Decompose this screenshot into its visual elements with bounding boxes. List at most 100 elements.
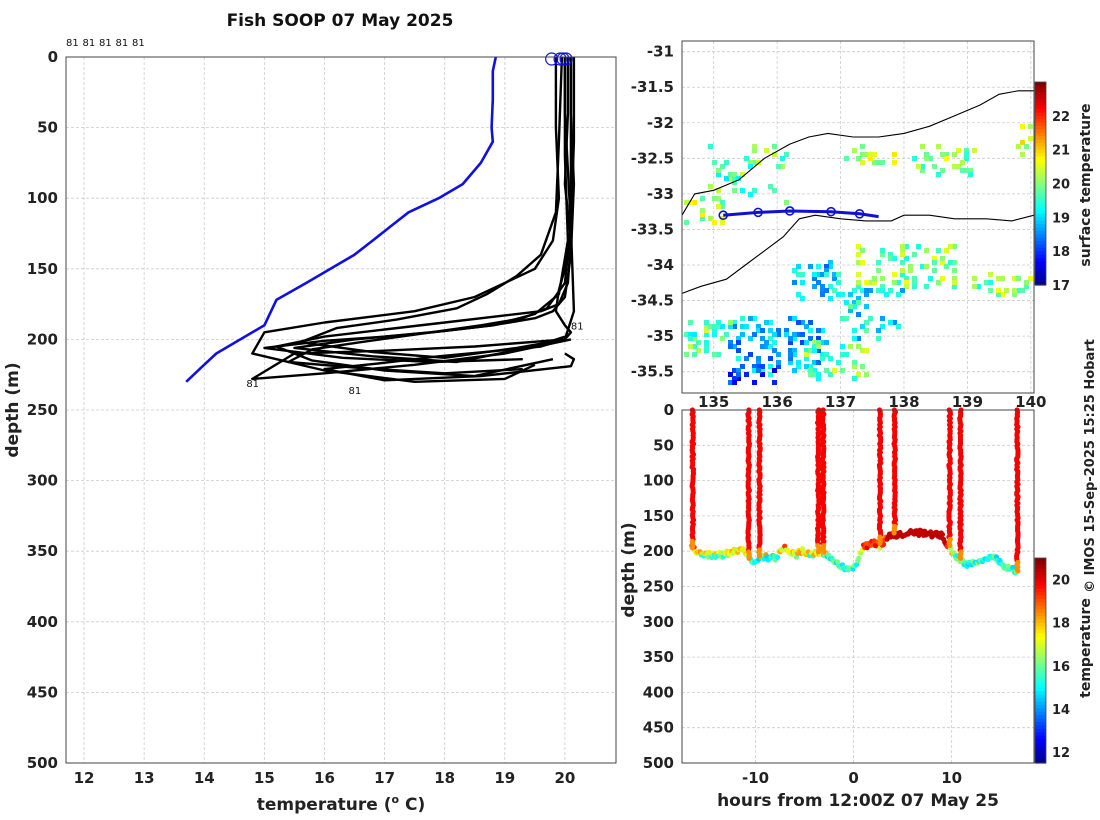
sst-pixel [808,372,813,377]
sst-pixel [712,160,717,165]
colorbar-segment [1035,264,1046,269]
sst-pixel [852,328,857,333]
sst-pixel [888,320,893,325]
sst-pixel [972,284,977,289]
sst-pixel [736,348,741,353]
sst-pixel [912,280,917,285]
colorbar-segment [1035,281,1046,286]
sst-pixel [812,340,817,345]
sst-pixel [736,336,741,341]
sst-pixel [896,280,901,285]
section-x-tick-label: 0 [848,769,858,787]
colorbar-segment [1035,704,1046,709]
colorbar-segment [1035,102,1046,107]
colorbar-segment [1035,210,1046,215]
sst-pixel [796,320,801,325]
colorbar-segment [1035,595,1046,600]
sst-pixel [720,336,725,341]
section-y-tick-label: 450 [643,719,674,737]
sst-pixel [704,344,709,349]
sst-pixel [820,292,825,297]
sst-pixel [732,368,737,373]
x-tick-label: 12 [74,769,95,787]
sst-pixel [804,340,809,345]
sst-pixel [768,328,773,333]
sst-pixel [876,288,881,293]
sst-pixel [864,372,869,377]
colorbar-label-surface: surface temperature [1078,103,1094,266]
sst-pixel [744,156,749,161]
sst-pixel [852,148,857,153]
colorbar-segment [1035,735,1046,740]
y-axis-label: depth (m) [3,362,23,457]
sst-pixel [812,360,817,365]
sst-pixel [720,204,725,209]
sst-pixel [772,152,777,157]
colorbar-segment [1035,278,1046,283]
sst-pixel [808,336,813,341]
sst-pixel [988,272,993,277]
sst-pixel [828,260,833,265]
coastline [681,90,1034,216]
colorbar-segment [1035,241,1046,245]
section-y-tick-label: 150 [643,507,674,525]
colorbar-tick-label: 18 [1052,245,1070,260]
section-data-dot [835,559,841,565]
sst-pixel [752,148,757,153]
section-frame [681,409,1035,764]
sst-pixel [920,164,925,169]
colorbar-segment [1035,663,1046,668]
sst-pixel [724,332,729,337]
sst-pixel [984,280,989,285]
colorbar-segment [1035,129,1046,134]
colorbar-segment [1035,605,1046,610]
sst-pixel [952,260,957,265]
colorbar-segment [1035,227,1046,232]
sst-pixel [684,332,689,337]
sst-pixel [748,352,753,357]
sst-pixel [872,152,877,157]
sst-pixel [820,340,825,345]
sst-pixel [880,324,885,329]
sst-pixel [704,348,709,353]
sst-pixel [932,260,937,265]
sst-pixel [688,336,693,341]
sst-pixel [932,164,937,169]
cast-number-label: 81 [99,38,112,49]
sst-pixel [996,292,1001,297]
colorbar-segment [1035,146,1046,151]
sst-pixel [708,144,713,149]
colorbar-segment [1035,166,1046,171]
sst-pixel [904,276,909,281]
sst-pixel [732,180,737,185]
section-y-tick-label: 350 [643,648,674,666]
sst-pixel [1016,276,1021,281]
sst-pixel [952,164,957,169]
colorbar-segment [1035,640,1046,645]
x-tick-label: 18 [434,769,455,787]
sst-pixel [856,336,861,341]
sst-pixel [860,348,865,353]
sst-pixel [728,324,733,329]
colorbar-tick-label: 12 [1052,746,1070,761]
map-lat-tick-label: -35 [647,327,674,345]
colorbar-segment [1035,149,1046,154]
sst-pixel [952,284,957,289]
sst-pixel [856,300,861,305]
sst-pixel [732,324,737,329]
sst-pixel [744,372,749,377]
sst-pixel [928,156,933,161]
map-lat-tick-label: -34.5 [631,292,674,310]
colorbar-segment [1035,237,1046,242]
surface-temperature-map-panel: 135 136 137 138 139 140 -31 -31.5 -32 -32.5 -33 -33… [631,40,1094,411]
sst-pixel [720,200,725,205]
sst-pixel [720,324,725,329]
colorbar-segment [1035,274,1046,279]
sst-pixel [696,348,701,353]
sst-pixel [700,196,705,201]
sst-pixel [732,344,737,349]
cast-number-label: 81 [66,38,79,49]
track-station-marker [854,209,865,219]
colorbar-tick-label: 21 [1052,144,1070,159]
